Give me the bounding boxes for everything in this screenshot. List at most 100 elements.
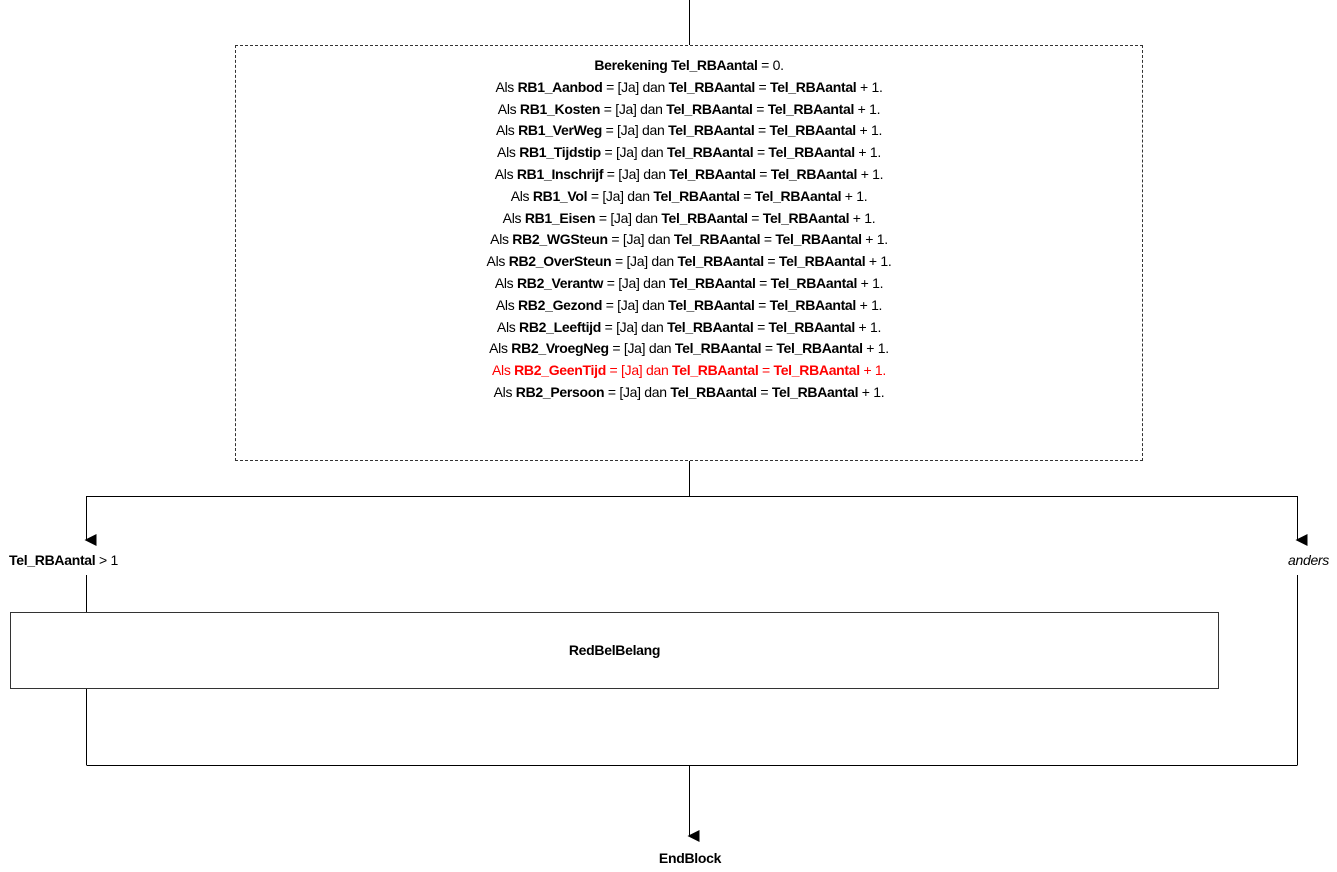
calc-text: = bbox=[763, 253, 779, 270]
calc-variable: Tel_RBAantal bbox=[770, 165, 858, 182]
calc-variable: Tel_RBAantal bbox=[674, 340, 762, 357]
calculation-lines: Berekening Tel_RBAantal = 0. Als RB1_Aanb… bbox=[236, 55, 1142, 404]
calculation-line: Als RB1_Aanbod = [Ja] dan Tel_RBAantal =… bbox=[236, 77, 1142, 99]
calculation-line: Als RB2_Verantw = [Ja] dan Tel_RBAantal … bbox=[236, 273, 1142, 295]
calc-variable: RB2_Verantw bbox=[516, 274, 604, 291]
calc-text: = [Ja] dan bbox=[595, 209, 662, 226]
calculation-line: Als RB2_Persoon = [Ja] dan Tel_RBAantal … bbox=[236, 382, 1142, 404]
calc-variable: Tel_RBAantal bbox=[672, 362, 759, 379]
calc-variable: Tel_RBAantal bbox=[668, 78, 756, 95]
calculation-line: Als RB2_Gezond = [Ja] dan Tel_RBAantal =… bbox=[236, 295, 1142, 317]
condition-operator: > 1 bbox=[95, 552, 118, 568]
calc-text: = [Ja] dan bbox=[600, 144, 667, 161]
condition-label: Tel_RBAantal > 1 bbox=[9, 552, 118, 568]
calc-variable: Tel_RBAantal bbox=[667, 318, 754, 335]
calc-text: Als bbox=[491, 362, 515, 379]
calc-text: = [Ja] dan bbox=[604, 383, 671, 400]
calc-text: Als bbox=[497, 144, 520, 161]
calc-text: Als bbox=[496, 318, 520, 335]
calc-variable: Tel_RBAantal bbox=[768, 318, 856, 335]
calc-text: Als bbox=[510, 187, 533, 204]
calc-text: + 1. bbox=[854, 100, 881, 117]
calc-text: = bbox=[753, 144, 769, 161]
else-label: anders bbox=[1287, 552, 1329, 568]
calc-text: Als bbox=[495, 122, 519, 139]
calc-variable: Tel_RBAantal bbox=[768, 144, 855, 161]
calc-text: + 1. bbox=[849, 209, 876, 226]
calc-variable: Tel_RBAantal bbox=[775, 231, 862, 248]
calc-text: + 1. bbox=[859, 362, 887, 379]
calc-text: = [Ja] dan bbox=[601, 318, 668, 335]
calc-variable: Tel_RBAantal bbox=[754, 187, 842, 204]
calc-text: = bbox=[756, 383, 772, 400]
calc-text: = bbox=[761, 340, 777, 357]
calc-text: + 1. bbox=[857, 274, 884, 291]
calc-text: + 1. bbox=[841, 187, 868, 204]
calc-variable: RB1_Tijdstip bbox=[519, 144, 601, 161]
calc-text: = bbox=[739, 187, 755, 204]
calc-text: + 1. bbox=[854, 144, 881, 161]
calc-text: = bbox=[755, 274, 771, 291]
calc-text: Als bbox=[494, 274, 517, 291]
calc-variable: Tel_RBAantal bbox=[770, 78, 857, 95]
calc-variable: Tel_RBAantal bbox=[666, 144, 754, 161]
calculation-line: Als RB2_GeenTijd = [Ja] dan Tel_RBAantal… bbox=[236, 360, 1142, 382]
calc-text: = bbox=[754, 296, 770, 313]
calc-text: = [Ja] dan bbox=[605, 362, 673, 379]
calc-text: = 0. bbox=[757, 57, 784, 73]
calc-text: + 1. bbox=[856, 78, 883, 95]
end-block-label: EndBlock bbox=[658, 850, 722, 866]
calc-variable: Tel_RBAantal bbox=[673, 231, 761, 248]
calc-variable: Tel_RBAantal bbox=[776, 340, 863, 357]
calculation-line: Als RB2_WGSteun = [Ja] dan Tel_RBAantal … bbox=[236, 229, 1142, 251]
calculation-line: Als RB1_Inschrijf = [Ja] dan Tel_RBAanta… bbox=[236, 164, 1142, 186]
calc-variable: RB1_Aanbod bbox=[517, 78, 603, 95]
calc-text: Als bbox=[495, 78, 518, 95]
calculation-box: Berekening Tel_RBAantal = 0. Als RB1_Aanb… bbox=[235, 45, 1143, 461]
calc-text: = bbox=[754, 122, 770, 139]
calc-text: + 1. bbox=[862, 340, 889, 357]
calc-text: = [Ja] dan bbox=[603, 165, 670, 182]
calc-variable: Tel_RBAantal bbox=[769, 296, 857, 313]
calc-text: + 1. bbox=[857, 165, 884, 182]
calc-text: = [Ja] dan bbox=[603, 274, 670, 291]
calc-variable: RB2_Persoon bbox=[515, 383, 605, 400]
calc-text: = [Ja] dan bbox=[607, 231, 674, 248]
calc-text: Als bbox=[495, 296, 518, 313]
calc-variable: Tel_RBAantal bbox=[670, 383, 757, 400]
calc-variable: RB2_Gezond bbox=[517, 296, 603, 313]
calc-variable: Berekening Tel_RBAantal bbox=[594, 57, 758, 73]
calc-text: Als bbox=[493, 383, 516, 400]
calculation-line: Als RB2_VroegNeg = [Ja] dan Tel_RBAantal… bbox=[236, 338, 1142, 360]
condition-variable: Tel_RBAantal bbox=[9, 552, 96, 568]
calc-text: = [Ja] dan bbox=[587, 187, 654, 204]
calc-text: + 1. bbox=[861, 231, 888, 248]
calc-text: = [Ja] dan bbox=[611, 253, 678, 270]
calc-variable: Tel_RBAantal bbox=[767, 100, 855, 117]
calc-text: = bbox=[760, 231, 776, 248]
calc-variable: Tel_RBAantal bbox=[666, 100, 753, 117]
calc-text: + 1. bbox=[855, 122, 883, 139]
calculation-line: Als RB1_Vol = [Ja] dan Tel_RBAantal = Te… bbox=[236, 186, 1142, 208]
calc-text: Als bbox=[489, 340, 512, 357]
calc-text: + 1. bbox=[858, 383, 885, 400]
calc-variable: RB2_WGSteun bbox=[512, 231, 608, 248]
calc-variable: Tel_RBAantal bbox=[669, 274, 756, 291]
calc-variable: Tel_RBAantal bbox=[770, 274, 858, 291]
calculation-line: Als RB1_Kosten = [Ja] dan Tel_RBAantal =… bbox=[236, 99, 1142, 121]
calc-text: + 1. bbox=[865, 253, 892, 270]
calc-variable: Tel_RBAantal bbox=[771, 383, 859, 400]
calc-variable: Tel_RBAantal bbox=[762, 209, 850, 226]
calc-variable: RB1_Eisen bbox=[524, 209, 596, 226]
block-label: RedBelBelang bbox=[568, 642, 661, 658]
calc-text: Als bbox=[494, 165, 517, 182]
calc-variable: Tel_RBAantal bbox=[677, 253, 764, 270]
calculation-line: Als RB2_OverSteun = [Ja] dan Tel_RBAanta… bbox=[236, 251, 1142, 273]
calc-text: Als bbox=[502, 209, 525, 226]
calc-variable: Tel_RBAantal bbox=[769, 122, 857, 139]
calc-text: Als bbox=[497, 100, 520, 117]
calc-text: = bbox=[747, 209, 763, 226]
redbelbelang-block: RedBelBelang bbox=[10, 612, 1219, 689]
calc-variable: RB1_VerWeg bbox=[518, 122, 602, 139]
calculation-line: Als RB1_Eisen = [Ja] dan Tel_RBAantal = … bbox=[236, 208, 1142, 230]
